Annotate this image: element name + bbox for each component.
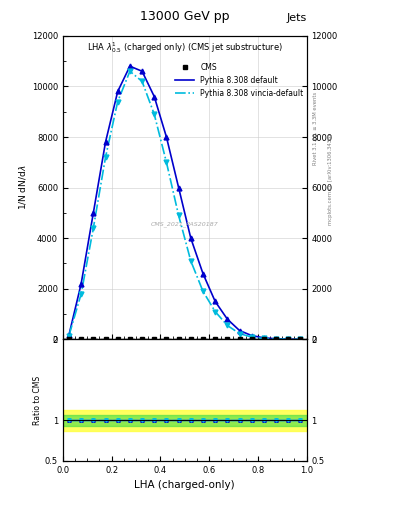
Pythia 8.308 default (237, 328, 242, 334)
Pythia 8.308 default (128, 63, 132, 69)
Text: Jets: Jets (286, 13, 307, 23)
CMS (213, 336, 218, 343)
Pythia 8.308 default (91, 210, 96, 216)
Pythia 8.308 default (79, 281, 84, 287)
Pythia 8.308 default (225, 316, 230, 322)
Pythia 8.308 vincia-default (213, 309, 218, 315)
CMS (116, 336, 120, 343)
Pythia 8.308 default (152, 94, 156, 100)
CMS (262, 336, 266, 343)
Pythia 8.308 default (164, 134, 169, 140)
Bar (63, 415, 307, 425)
Pythia 8.308 default (116, 89, 120, 95)
CMS (140, 336, 145, 343)
Pythia 8.308 vincia-default (176, 212, 181, 219)
Pythia 8.308 default (298, 336, 303, 343)
Pythia 8.308 vincia-default (237, 330, 242, 336)
Pythia 8.308 default (250, 332, 254, 338)
Pythia 8.308 default (201, 270, 206, 276)
Pythia 8.308 default (67, 332, 72, 338)
Y-axis label: Ratio to CMS: Ratio to CMS (33, 375, 42, 424)
Line: Pythia 8.308 vincia-default: Pythia 8.308 vincia-default (69, 71, 301, 339)
Pythia 8.308 vincia-default (152, 111, 156, 117)
Pythia 8.308 default (213, 298, 218, 305)
CMS (79, 336, 84, 343)
CMS (298, 336, 303, 343)
Pythia 8.308 vincia-default (140, 78, 145, 84)
Pythia 8.308 default (189, 235, 193, 241)
Line: Pythia 8.308 default: Pythia 8.308 default (69, 66, 301, 339)
CMS (67, 336, 72, 343)
CMS (91, 336, 96, 343)
Pythia 8.308 vincia-default (67, 332, 72, 338)
Text: Rivet 3.1.10, ≥ 3.3M events: Rivet 3.1.10, ≥ 3.3M events (312, 91, 318, 165)
Text: mcplots.cern.ch [arXiv:1306.3436]: mcplots.cern.ch [arXiv:1306.3436] (328, 134, 333, 225)
CMS (250, 336, 254, 343)
Pythia 8.308 vincia-default (116, 98, 120, 104)
CMS (189, 336, 193, 343)
CMS (176, 336, 181, 343)
CMS (286, 336, 291, 343)
Bar (63, 410, 307, 431)
CMS (103, 336, 108, 343)
Pythia 8.308 vincia-default (79, 291, 84, 297)
X-axis label: LHA (charged-only): LHA (charged-only) (134, 480, 235, 490)
Pythia 8.308 default (286, 336, 291, 342)
Pythia 8.308 vincia-default (128, 68, 132, 74)
CMS (237, 336, 242, 343)
Pythia 8.308 default (262, 335, 266, 341)
CMS (274, 336, 279, 343)
CMS (164, 336, 169, 343)
Pythia 8.308 vincia-default (274, 336, 279, 342)
Pythia 8.308 vincia-default (286, 336, 291, 343)
Pythia 8.308 vincia-default (250, 334, 254, 340)
Text: LHA $\lambda^{1}_{0.5}$ (charged only) (CMS jet substructure): LHA $\lambda^{1}_{0.5}$ (charged only) (… (87, 40, 283, 55)
Pythia 8.308 vincia-default (262, 335, 266, 342)
Pythia 8.308 vincia-default (91, 225, 96, 231)
CMS (128, 336, 132, 343)
Legend: CMS, Pythia 8.308 default, Pythia 8.308 vincia-default: CMS, Pythia 8.308 default, Pythia 8.308 … (172, 60, 307, 101)
Pythia 8.308 vincia-default (298, 336, 303, 343)
Y-axis label: $\mathrm{1/N\; dN/d}\lambda$: $\mathrm{1/N\; dN/d}\lambda$ (17, 165, 28, 210)
Pythia 8.308 vincia-default (225, 323, 230, 329)
Text: CMS_2021_PAS20187: CMS_2021_PAS20187 (151, 221, 219, 227)
Text: 13000 GeV pp: 13000 GeV pp (140, 10, 230, 23)
Pythia 8.308 vincia-default (189, 258, 193, 264)
Pythia 8.308 default (176, 184, 181, 190)
CMS (201, 336, 206, 343)
Pythia 8.308 vincia-default (201, 288, 206, 294)
Pythia 8.308 vincia-default (103, 154, 108, 160)
Pythia 8.308 default (274, 336, 279, 342)
CMS (225, 336, 230, 343)
CMS (152, 336, 156, 343)
Pythia 8.308 default (140, 68, 145, 74)
Pythia 8.308 vincia-default (164, 159, 169, 165)
Line: CMS: CMS (66, 337, 303, 342)
Pythia 8.308 default (103, 139, 108, 145)
